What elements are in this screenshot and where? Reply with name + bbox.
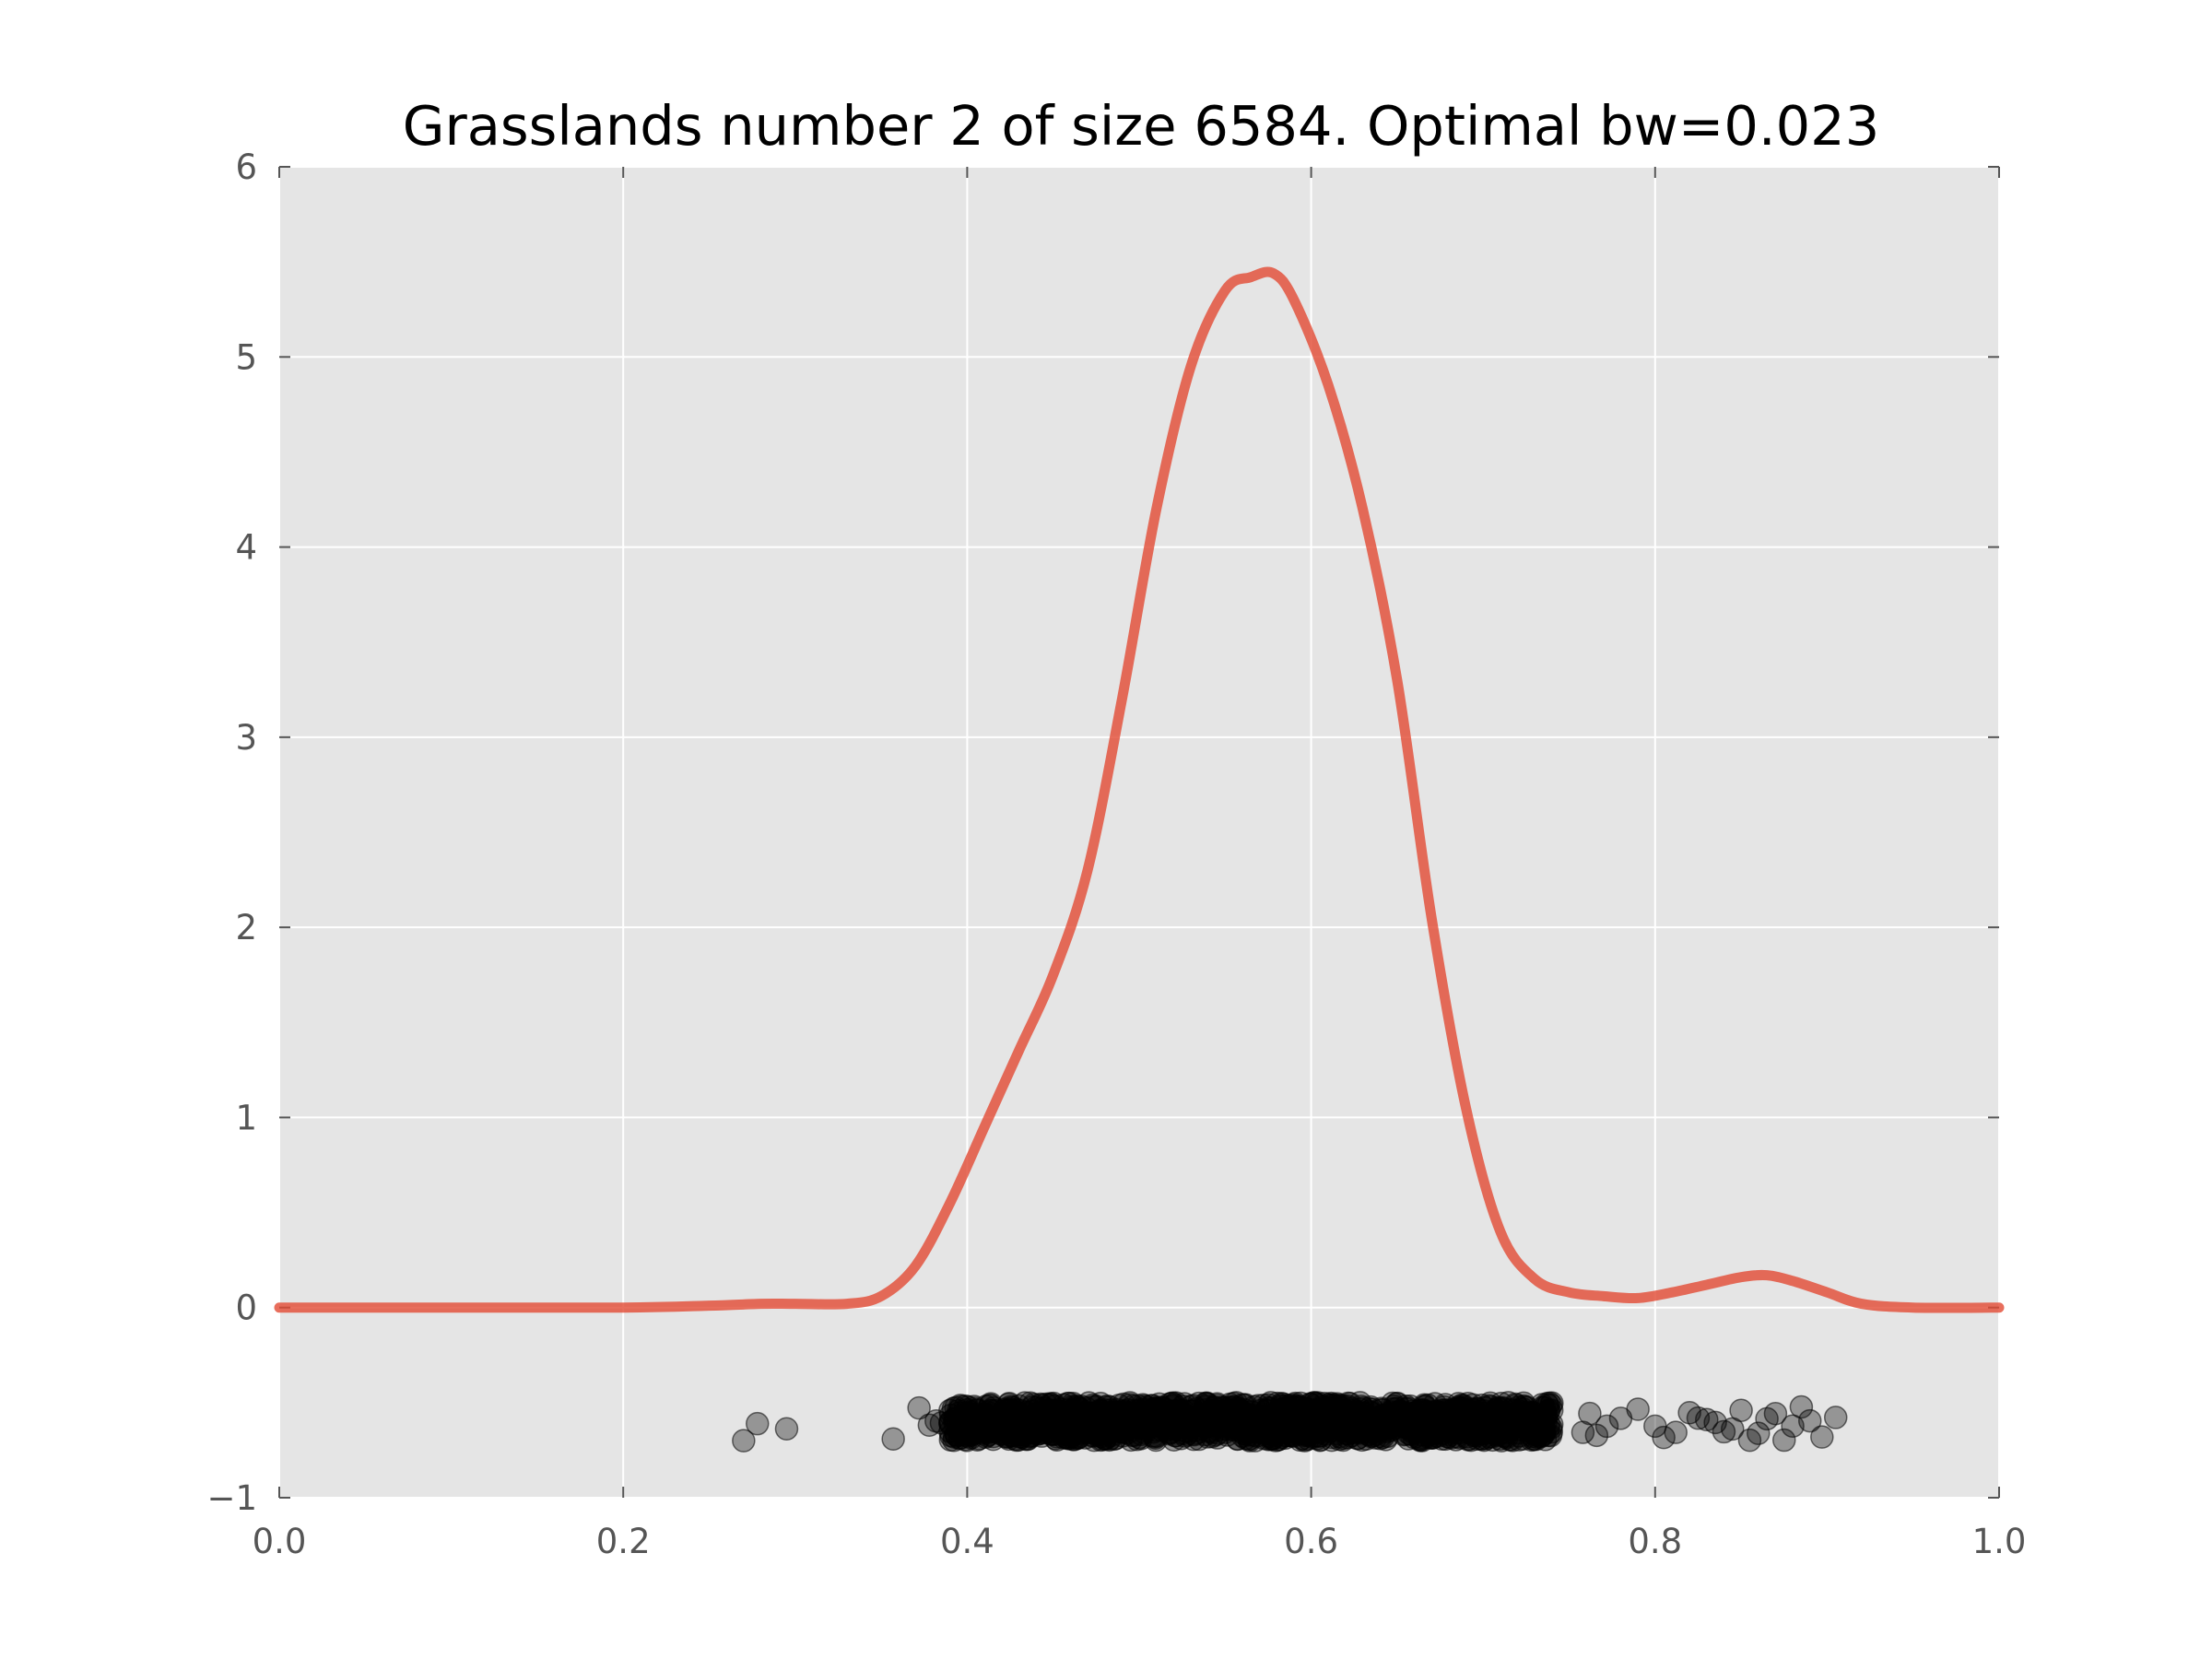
scatter-point <box>1194 1392 1219 1416</box>
scatter-point <box>1191 1406 1216 1430</box>
scatter-point <box>1823 1406 1848 1430</box>
y-tick-label: 4 <box>235 528 257 568</box>
scatter-point <box>1262 1415 1287 1440</box>
scatter-point <box>947 1426 972 1451</box>
scatter-point <box>1712 1419 1736 1444</box>
scatter-point <box>1057 1397 1082 1422</box>
y-tick-label: 1 <box>235 1098 257 1137</box>
plot-area <box>279 167 1999 1498</box>
scatter-point <box>1384 1392 1409 1416</box>
density-curve <box>274 266 2005 1313</box>
scatter-point <box>1108 1413 1133 1438</box>
scatter-point <box>1135 1403 1159 1427</box>
scatter-point <box>1326 1394 1350 1418</box>
scatter-point <box>1301 1411 1326 1436</box>
scatter-point <box>1729 1398 1753 1423</box>
scatter-point <box>1797 1408 1822 1433</box>
x-tick-label: 0.0 <box>253 1522 307 1561</box>
scatter-point <box>1489 1413 1514 1438</box>
scatter-point <box>939 1424 963 1448</box>
scatter-point <box>1396 1416 1421 1441</box>
scatter-point <box>1528 1425 1553 1449</box>
scatter-point <box>1652 1425 1676 1450</box>
scatter-point <box>1789 1394 1814 1419</box>
y-tick-label: 3 <box>235 718 257 758</box>
scatter-point <box>1257 1412 1282 1437</box>
scatter-point <box>992 1419 1016 1444</box>
y-tick-labels: −1 0 1 2 3 4 5 6 <box>206 147 257 1518</box>
y-tick-label: 2 <box>235 908 257 947</box>
scatter-point <box>732 1429 756 1453</box>
scatter-point <box>1204 1414 1228 1438</box>
x-tick-label: 0.6 <box>1284 1522 1338 1561</box>
scatter-point <box>1772 1428 1796 1453</box>
scatter-point <box>963 1420 988 1445</box>
data-points <box>732 1391 1848 1453</box>
scatter-point <box>1501 1404 1525 1428</box>
scatter-point <box>1011 1404 1035 1428</box>
x-tick-label: 1.0 <box>1972 1522 2027 1561</box>
scatter-point <box>974 1394 998 1418</box>
scatter-point <box>1626 1397 1650 1421</box>
scatter-point <box>1062 1426 1086 1450</box>
x-tick-labels: 0.0 0.2 0.4 0.6 0.8 1.0 <box>253 1522 2027 1561</box>
scatter-point <box>1265 1391 1289 1416</box>
y-tick-label: 0 <box>235 1288 257 1328</box>
scatter-point <box>947 1401 971 1425</box>
scatter-point <box>1465 1396 1489 1421</box>
scatter-point <box>881 1427 905 1452</box>
scatter-point <box>1340 1419 1365 1443</box>
chart-title: Grasslands number 2 of size 6584. Optima… <box>403 94 1879 158</box>
scatter-point <box>1015 1427 1039 1452</box>
scatter-point <box>1763 1401 1788 1426</box>
scatter-point <box>1425 1424 1450 1448</box>
scatter-point <box>1578 1401 1602 1426</box>
scatter-point <box>1536 1423 1560 1448</box>
scatter-point <box>907 1395 931 1420</box>
scatter-point <box>1810 1425 1834 1449</box>
scatter-point <box>1304 1407 1328 1431</box>
y-tick-label: 6 <box>235 147 257 187</box>
y-tick-label: −1 <box>206 1478 257 1518</box>
x-tick-label: 0.8 <box>1628 1522 1682 1561</box>
scatter-point <box>1594 1414 1619 1439</box>
x-tick-label: 0.2 <box>596 1522 651 1561</box>
x-tick-label: 0.4 <box>940 1522 994 1561</box>
y-tick-label: 5 <box>235 337 257 377</box>
scatter-point <box>1664 1420 1688 1444</box>
grid-lines <box>278 166 2000 1499</box>
scatter-point <box>992 1413 1017 1437</box>
scatter-point <box>1467 1421 1491 1446</box>
scatter-point <box>745 1411 770 1436</box>
scatter-point <box>1355 1416 1379 1441</box>
scatter-point <box>1038 1404 1062 1428</box>
scatter-point <box>1158 1407 1182 1431</box>
scatter-point <box>1245 1417 1269 1441</box>
scatter-point <box>1539 1393 1563 1418</box>
scatter-point <box>1112 1400 1136 1424</box>
scatter-point <box>1472 1428 1496 1453</box>
scatter-point <box>1695 1407 1719 1431</box>
scatter-point <box>1408 1404 1433 1428</box>
scatter-point <box>1430 1411 1455 1436</box>
scatter-point <box>774 1417 799 1441</box>
scatter-point <box>1081 1394 1106 1419</box>
scatter-point <box>1747 1421 1771 1445</box>
